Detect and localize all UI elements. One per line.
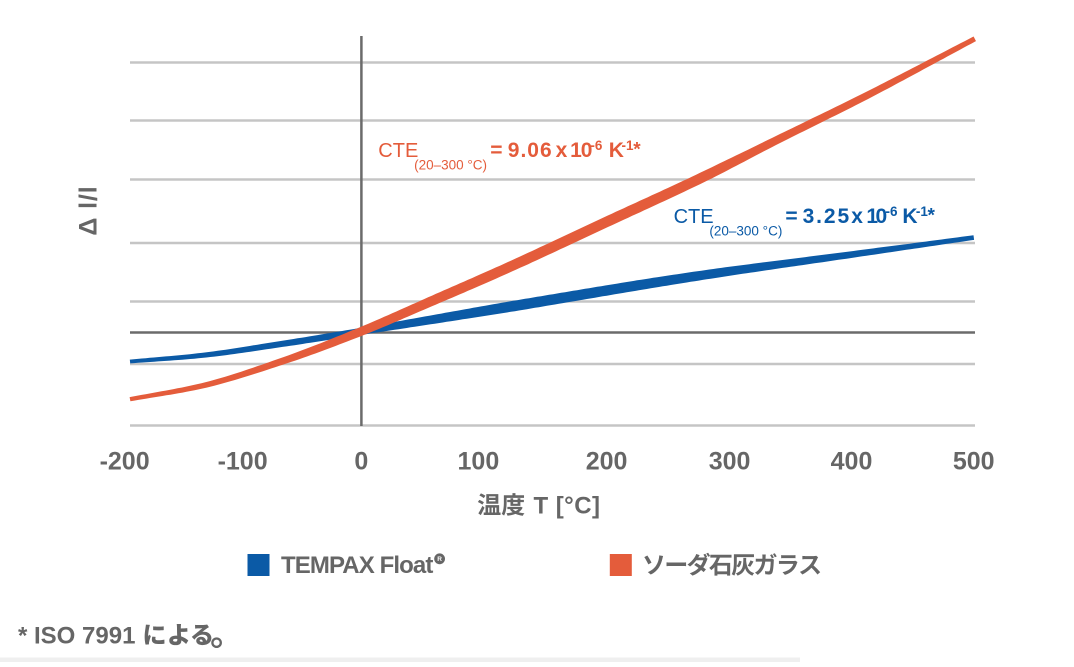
svg-text:0: 0 xyxy=(354,448,368,476)
svg-text:CTE: CTE xyxy=(378,140,418,162)
svg-text:-6: -6 xyxy=(590,138,602,153)
svg-text:Δ l/l: Δ l/l xyxy=(75,185,103,235)
svg-text:CTE: CTE xyxy=(674,206,714,228)
svg-text:-1: -1 xyxy=(916,204,928,219)
svg-text:-6: -6 xyxy=(886,204,898,219)
svg-text:(20–300 °C): (20–300 °C) xyxy=(414,157,487,172)
svg-text:300: 300 xyxy=(709,448,751,476)
svg-text:*: * xyxy=(633,139,641,160)
svg-text:=: = xyxy=(785,205,797,228)
svg-text:*: * xyxy=(928,205,936,226)
svg-text:-1: -1 xyxy=(622,138,634,153)
svg-text:-200: -200 xyxy=(100,448,150,476)
svg-text:9.06: 9.06 xyxy=(508,139,553,162)
svg-text:0: 0 xyxy=(876,205,888,228)
svg-text:500: 500 xyxy=(953,448,995,476)
svg-text:3.25: 3.25 xyxy=(803,205,851,228)
svg-text:1: 1 xyxy=(570,139,582,162)
svg-text:x: x xyxy=(851,205,863,228)
svg-text:R: R xyxy=(437,556,442,563)
svg-text:K: K xyxy=(609,139,624,162)
svg-text:=: = xyxy=(490,139,502,162)
svg-text:200: 200 xyxy=(586,448,628,476)
svg-text:400: 400 xyxy=(831,448,873,476)
svg-text:-100: -100 xyxy=(218,448,268,476)
svg-text:0: 0 xyxy=(581,139,593,162)
svg-text:1: 1 xyxy=(866,205,878,228)
svg-text:(20–300 °C): (20–300 °C) xyxy=(709,223,782,238)
svg-text:* ISO 7991: * ISO 7991 xyxy=(18,623,135,650)
svg-text:TEMPAX Float: TEMPAX Float xyxy=(281,552,433,579)
svg-text:T [°C]: T [°C] xyxy=(534,493,601,520)
svg-text:100: 100 xyxy=(458,448,500,476)
svg-text:K: K xyxy=(902,205,917,228)
svg-text:x: x xyxy=(556,139,568,162)
